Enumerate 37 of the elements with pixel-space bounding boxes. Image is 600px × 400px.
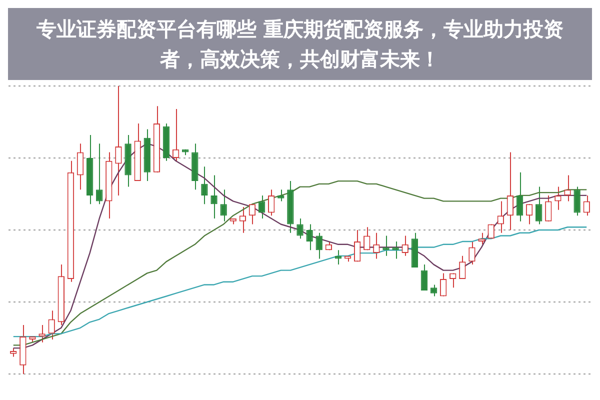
candlestick (48, 310, 55, 340)
candlestick (506, 152, 514, 230)
candlestick (220, 189, 227, 222)
candlestick (468, 241, 476, 266)
candlestick (545, 194, 552, 222)
candlestick (420, 264, 428, 291)
candlestick (115, 86, 122, 196)
candlestick (258, 194, 266, 219)
candlestick (516, 172, 524, 222)
candlestick (76, 143, 84, 190)
candlestick (201, 166, 208, 205)
candlestick (278, 189, 284, 202)
candlestick (497, 200, 504, 234)
candlestick (440, 272, 447, 297)
candlestick (38, 324, 46, 343)
candlestick (574, 186, 580, 216)
candlestick (354, 230, 361, 262)
candlestick (239, 206, 246, 234)
chart-title: 专业证券配资平台有哪些 重庆期货配资服务，专业助力投资者，高效决策，共创财富未来！ (8, 8, 592, 80)
candlestick (526, 204, 533, 225)
candlestick (268, 189, 275, 216)
candlestick (316, 232, 322, 260)
candlestick (96, 143, 103, 205)
candlestick (583, 194, 590, 216)
candlestick (564, 174, 571, 202)
candlestick (478, 232, 485, 245)
candlestick (306, 224, 313, 251)
candlestick (554, 186, 562, 210)
candlestick (334, 250, 342, 266)
candlestick (459, 255, 466, 280)
candlestick (364, 226, 370, 251)
candlestick (172, 108, 180, 162)
candlestick (296, 218, 304, 240)
candlestick (210, 174, 218, 219)
candlestick (430, 284, 438, 297)
candlestick (536, 186, 542, 225)
candlestick (248, 204, 256, 225)
